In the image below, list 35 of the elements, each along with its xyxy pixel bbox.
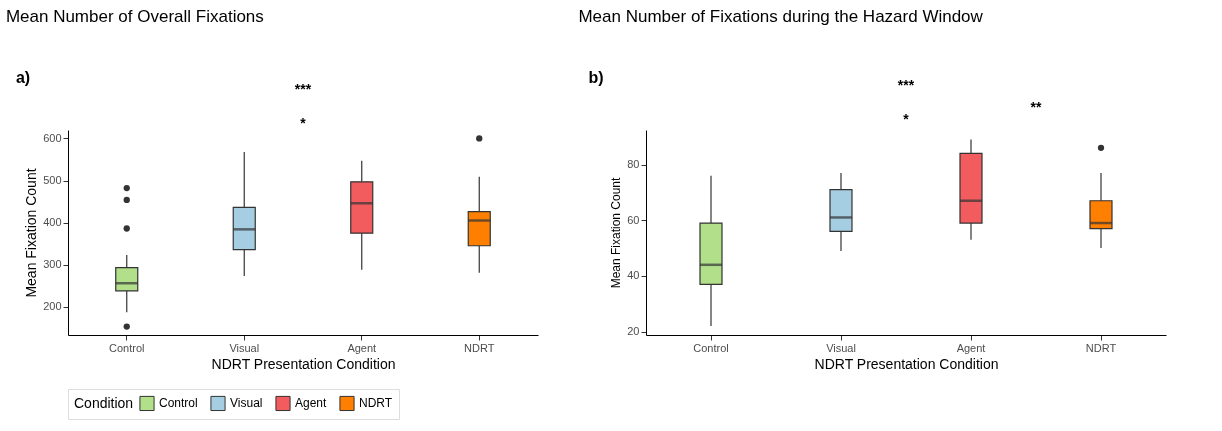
x-tick-label: Control: [109, 341, 145, 354]
chart-title: Mean Number of Overall Fixations: [5, 7, 264, 26]
x-tick-label: Visual: [229, 341, 260, 354]
y-axis-title: Mean Fixation Count: [23, 168, 40, 298]
legend-label: NDRT: [359, 396, 393, 411]
legend-title: Condition: [74, 395, 134, 411]
y-tick-label: 500: [43, 174, 62, 187]
x-tick-label: NDRT: [1085, 341, 1117, 354]
x-tick-label: Control: [693, 341, 729, 354]
y-axis-title: Mean Fixation Count: [609, 176, 624, 289]
y-tick-label: 20: [627, 325, 640, 338]
y-tick-label: 60: [627, 213, 640, 226]
y-tick-label: 400: [43, 216, 62, 229]
text: ***: [294, 81, 312, 97]
x-tick-label: Visual: [826, 341, 856, 354]
y-tick-label: 40: [627, 269, 640, 282]
text: b): [588, 69, 604, 86]
legend-label: Visual: [230, 396, 263, 411]
x-tick-label: Agent: [956, 341, 986, 354]
y-tick-label: 300: [43, 258, 62, 271]
x-axis-title: NDRT Presentation Condition: [211, 355, 396, 372]
y-tick-label: 80: [627, 158, 640, 171]
annotation: *: [300, 115, 307, 131]
x-tick-label: NDRT: [464, 341, 495, 354]
legend-label: Agent: [295, 396, 328, 411]
y-tick-label: 200: [43, 300, 62, 313]
text: **: [1030, 99, 1042, 115]
legend-label: Control: [159, 396, 198, 411]
text: a): [15, 69, 31, 86]
y-tick-label: 600: [43, 131, 62, 144]
text: ***: [897, 77, 915, 93]
x-axis-title: NDRT Presentation Condition: [814, 355, 999, 372]
chart-title: Mean Number of Fixations during the Hazard Window: [578, 7, 984, 26]
text: *: [903, 111, 910, 127]
x-tick-label: Agent: [347, 341, 377, 354]
